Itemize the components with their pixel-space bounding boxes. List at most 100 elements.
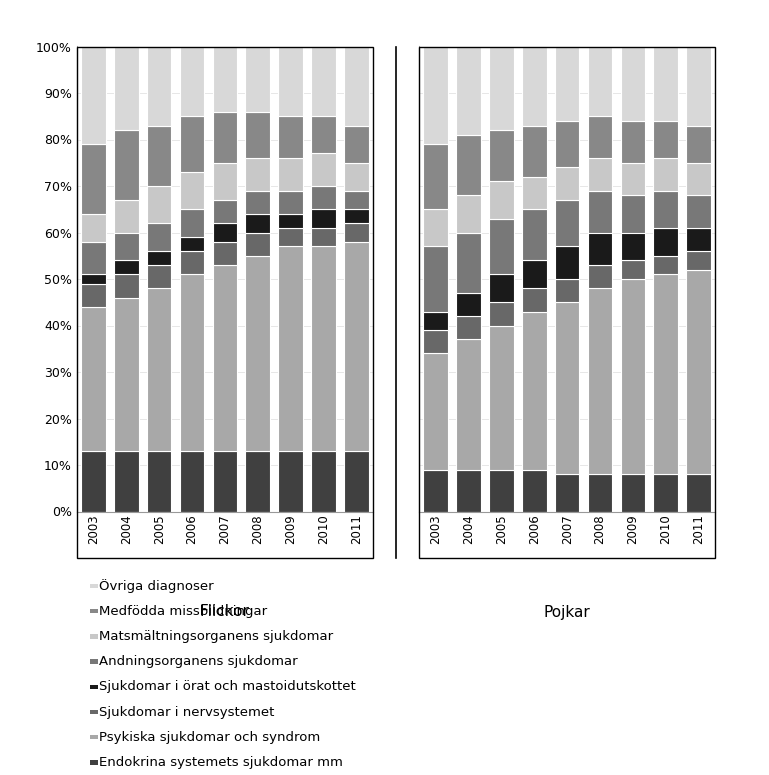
Text: Övriga diagnoser: Övriga diagnoser [99, 579, 214, 593]
Bar [423, 46, 448, 144]
Bar [245, 46, 270, 112]
Bar [621, 121, 645, 163]
Bar [654, 256, 678, 274]
Bar [621, 46, 645, 121]
Bar [278, 246, 303, 451]
Bar [687, 474, 711, 512]
Bar [456, 195, 481, 232]
Bar [345, 191, 369, 209]
Bar [212, 163, 238, 200]
Bar [311, 246, 336, 451]
Bar [212, 200, 238, 223]
Bar [522, 46, 547, 126]
Bar [423, 330, 448, 353]
Bar [345, 46, 369, 126]
Bar [114, 451, 138, 512]
Bar [212, 451, 238, 512]
Bar [147, 186, 171, 223]
Bar [89, 684, 98, 689]
Bar [621, 163, 645, 195]
Bar [278, 158, 303, 191]
Bar [588, 116, 612, 158]
Bar [554, 121, 580, 167]
Bar [180, 251, 205, 274]
Text: Andningsorganens sjukdomar: Andningsorganens sjukdomar [99, 655, 298, 668]
Bar [180, 237, 205, 251]
Bar [554, 200, 580, 246]
Bar [687, 46, 711, 126]
Bar [522, 177, 547, 209]
Bar [654, 228, 678, 256]
Bar [147, 223, 171, 251]
Bar [114, 274, 138, 298]
Bar [621, 474, 645, 512]
Bar [245, 256, 270, 451]
Bar [114, 298, 138, 451]
Bar [81, 144, 105, 214]
Bar [687, 251, 711, 270]
Bar [180, 46, 205, 116]
Bar [588, 232, 612, 265]
Bar [522, 288, 547, 312]
Bar [81, 451, 105, 512]
Bar [278, 116, 303, 158]
Bar [212, 46, 238, 112]
Bar [554, 279, 580, 302]
Bar [621, 195, 645, 232]
Bar [687, 163, 711, 195]
Bar [278, 46, 303, 116]
Bar [89, 760, 98, 765]
Bar [311, 116, 336, 153]
Bar [311, 209, 336, 228]
Text: Endokrina systemets sjukdomar mm: Endokrina systemets sjukdomar mm [99, 756, 343, 769]
Bar [311, 46, 336, 116]
Bar [89, 584, 98, 588]
Bar [687, 270, 711, 474]
Bar [89, 735, 98, 739]
Bar [245, 232, 270, 256]
Bar [588, 474, 612, 512]
Bar [522, 209, 547, 260]
Bar [81, 46, 105, 144]
Bar [456, 316, 481, 339]
Bar [147, 251, 171, 265]
Bar [489, 302, 514, 326]
Bar [423, 246, 448, 312]
Bar [180, 451, 205, 512]
Bar [588, 191, 612, 232]
Bar [89, 710, 98, 715]
Bar [489, 274, 514, 302]
Bar [345, 223, 369, 242]
Bar [345, 126, 369, 163]
Bar [554, 302, 580, 474]
Bar [554, 474, 580, 512]
Bar [456, 232, 481, 293]
Bar [654, 46, 678, 121]
Bar [89, 634, 98, 639]
Bar [81, 242, 105, 274]
Bar [423, 353, 448, 470]
Text: Matsmältningsorganens sjukdomar: Matsmältningsorganens sjukdomar [99, 630, 333, 643]
Bar [588, 158, 612, 191]
Bar [147, 451, 171, 512]
Bar [423, 312, 448, 330]
Bar [114, 200, 138, 232]
Bar [654, 121, 678, 158]
Bar [654, 274, 678, 474]
Text: Flickor: Flickor [200, 604, 250, 619]
Bar [245, 158, 270, 191]
Bar [245, 191, 270, 214]
Bar [489, 46, 514, 130]
Bar [180, 116, 205, 172]
Bar [456, 293, 481, 316]
Bar [522, 312, 547, 470]
Bar [311, 153, 336, 186]
Bar [489, 219, 514, 274]
Text: Sjukdomar i nervsystemet: Sjukdomar i nervsystemet [99, 705, 275, 718]
Bar [245, 451, 270, 512]
Bar [212, 112, 238, 163]
Bar [147, 126, 171, 186]
Bar [456, 339, 481, 470]
Bar [456, 46, 481, 135]
Bar [522, 470, 547, 512]
